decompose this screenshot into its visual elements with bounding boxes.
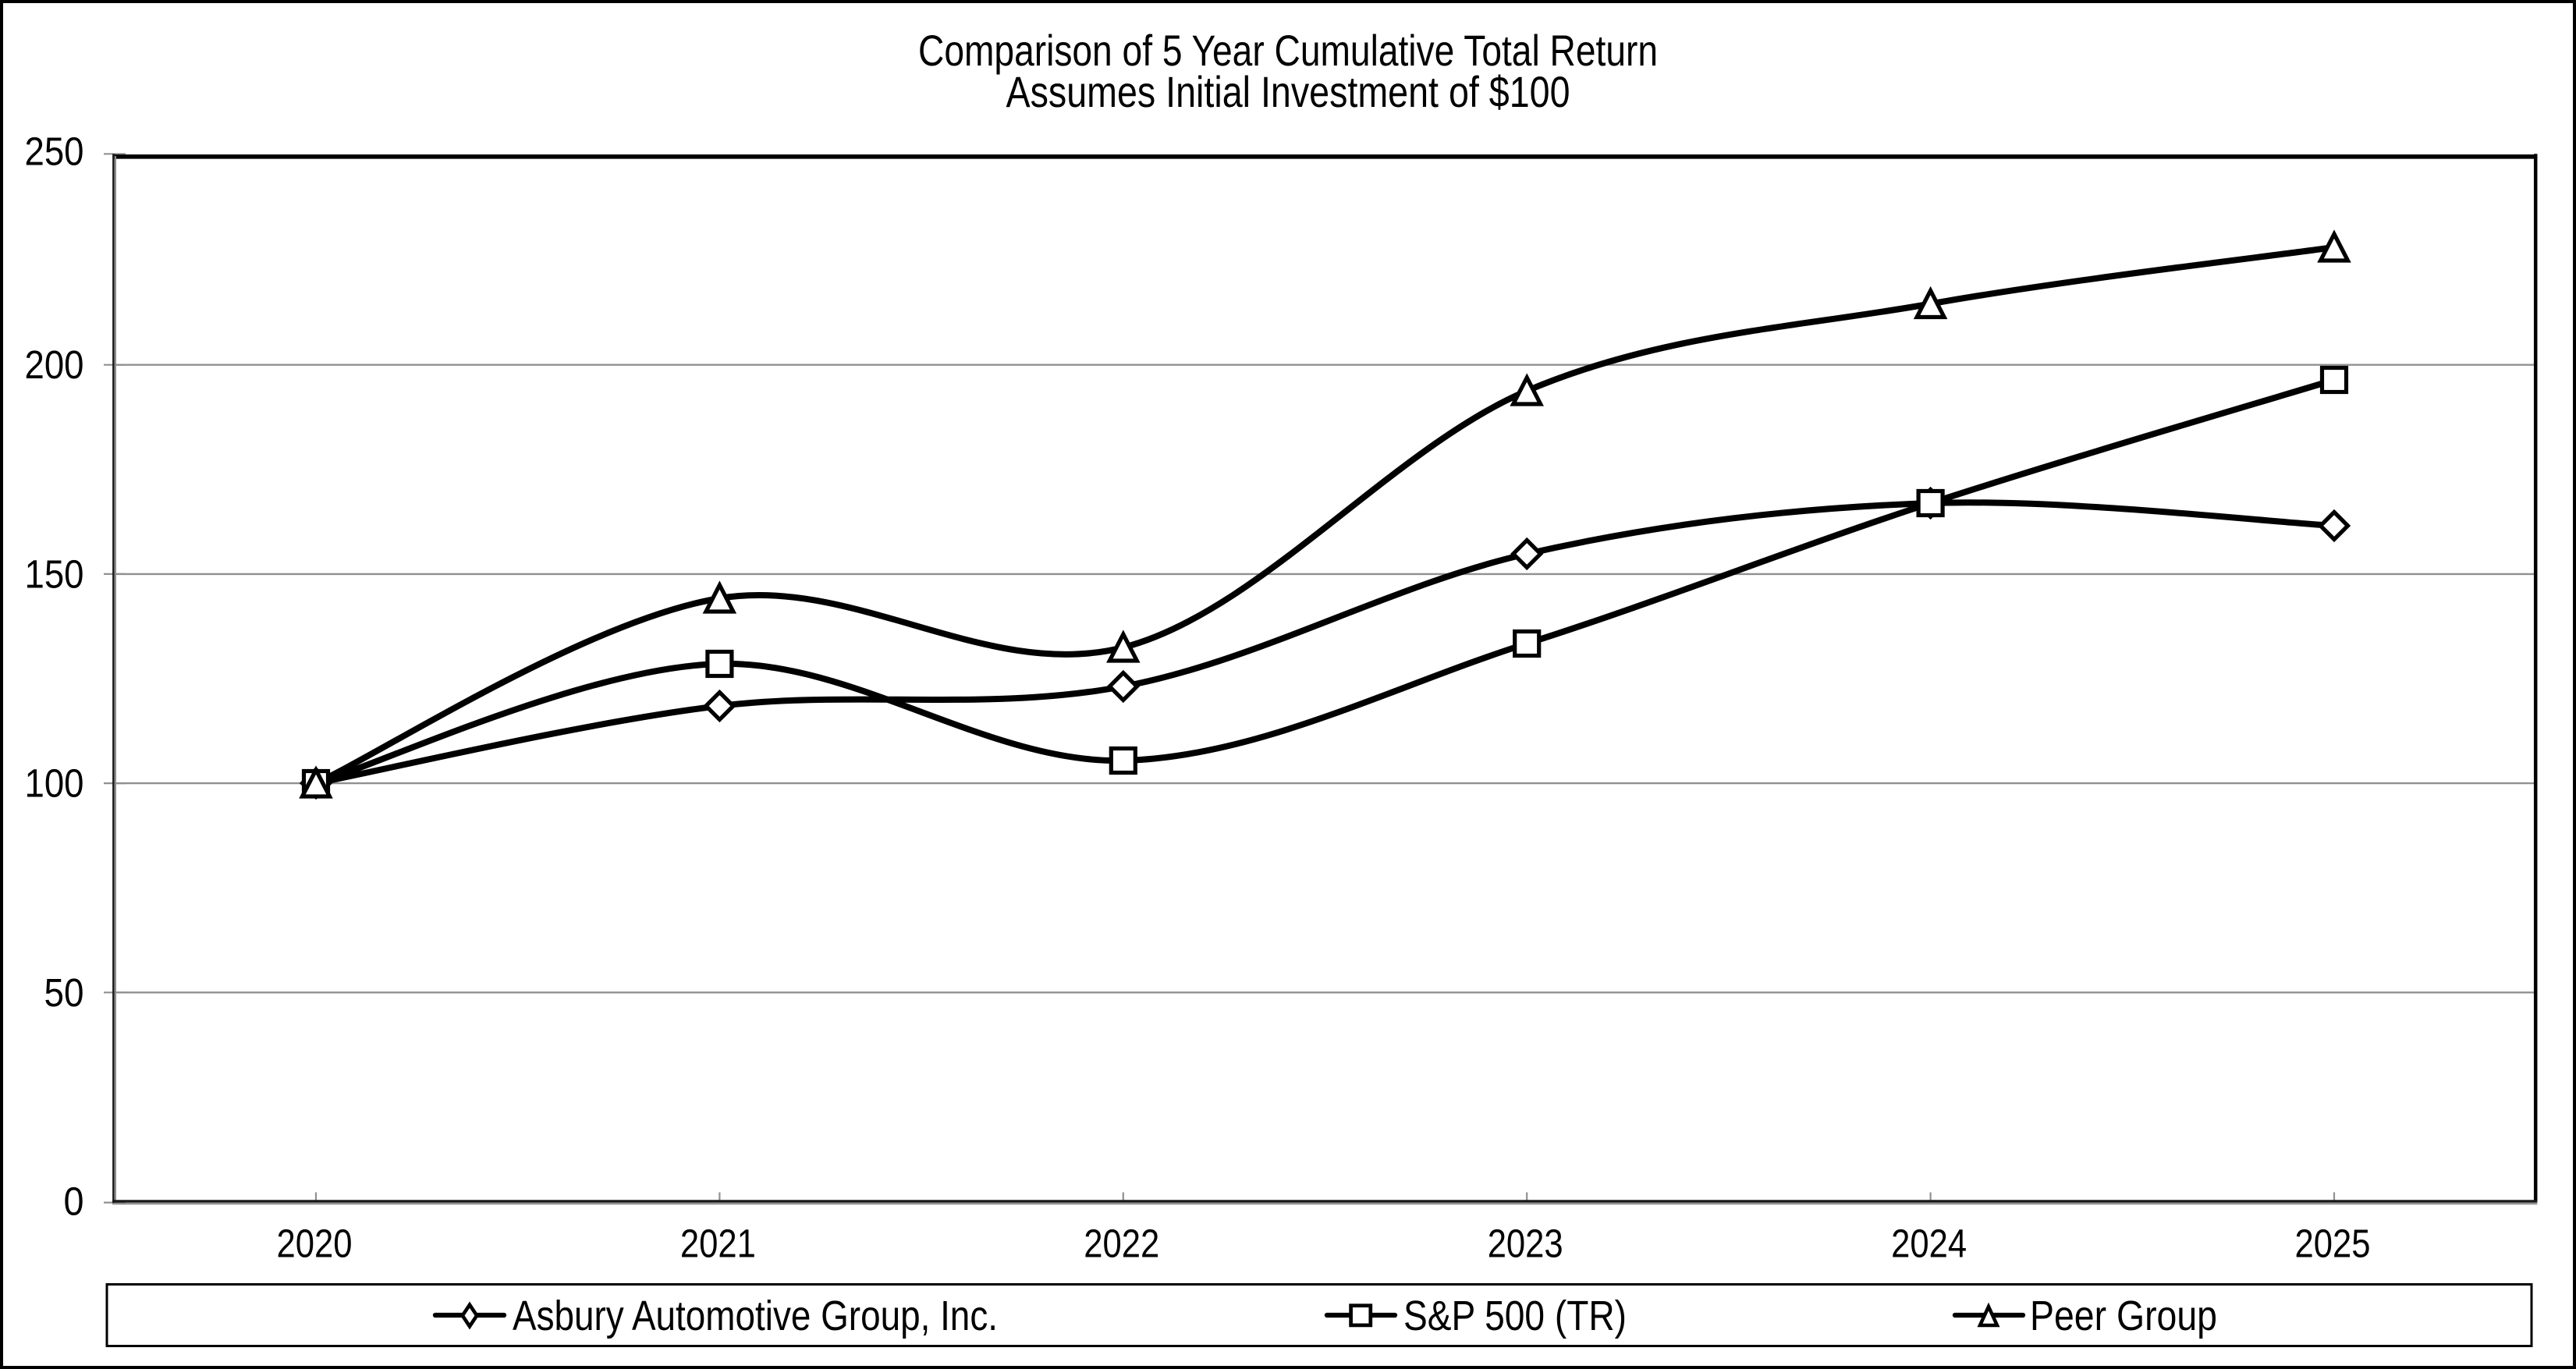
svg-text:100: 100 [25,761,84,806]
svg-text:150: 150 [25,552,84,596]
svg-text:S&P 500 (TR): S&P 500 (TR) [1403,1293,1627,1339]
svg-text:2021: 2021 [680,1222,756,1266]
svg-text:250: 250 [25,129,84,174]
svg-text:Comparison of 5 Year Cumulativ: Comparison of 5 Year Cumulative Total Re… [918,27,1658,75]
svg-text:Assumes Initial Investment of: Assumes Initial Investment of $100 [1006,68,1570,116]
svg-text:200: 200 [25,342,84,387]
svg-text:Asbury Automotive Group, Inc.: Asbury Automotive Group, Inc. [513,1293,998,1339]
svg-text:50: 50 [44,970,84,1015]
svg-text:Peer Group: Peer Group [2030,1293,2217,1339]
svg-text:2023: 2023 [1488,1222,1563,1266]
svg-text:2022: 2022 [1084,1222,1159,1266]
svg-text:2024: 2024 [1891,1222,1967,1266]
svg-text:2020: 2020 [277,1222,353,1266]
svg-text:2025: 2025 [2295,1222,2371,1266]
svg-text:0: 0 [64,1179,84,1224]
